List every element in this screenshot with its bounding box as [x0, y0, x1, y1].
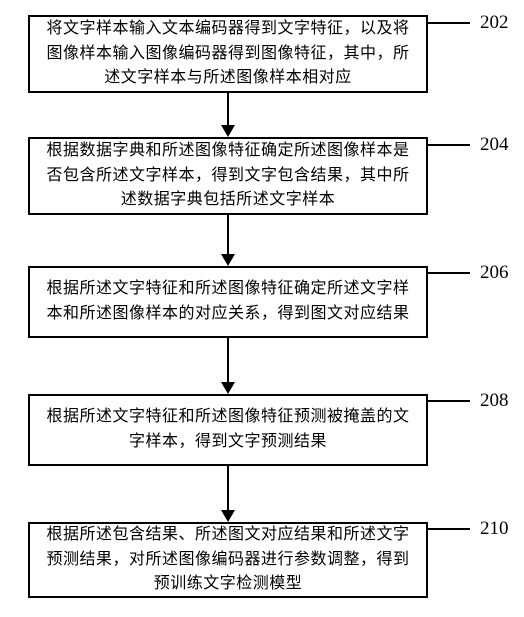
flow-node-text: 根据所述文字特征和所述图像特征预测被掩盖的文字样本，得到文字预测结果 — [44, 405, 412, 455]
flow-node-208: 根据所述文字特征和所述图像特征预测被掩盖的文字样本，得到文字预测结果 — [28, 394, 428, 466]
flow-node-202: 将文字样本输入文本编码器得到文字特征，以及将图像样本输入图像编码器得到图像特征，… — [28, 15, 428, 93]
step-label-206: 206 — [480, 262, 509, 284]
step-label-202: 202 — [480, 12, 509, 34]
step-label-210: 210 — [480, 518, 509, 540]
flow-node-210: 根据所述包含结果、所述图文对应结果和所述文字预测结果，对所述图像编码器进行参数调… — [28, 522, 428, 598]
leader-line-210 — [428, 528, 470, 530]
leader-line-206 — [428, 272, 470, 274]
step-label-204: 204 — [480, 134, 509, 156]
step-label-208: 208 — [480, 390, 509, 412]
flow-node-text: 根据所述文字特征和所述图像特征确定所述文字样本和所述图像样本的对应关系，得到图文… — [44, 277, 412, 327]
leader-line-202 — [428, 22, 470, 24]
flow-node-204: 根据数据字典和所述图像特征确定所述图像样本是否包含所述文字样本，得到文字包含结果… — [28, 137, 428, 215]
flow-node-text: 将文字样本输入文本编码器得到文字特征，以及将图像样本输入图像编码器得到图像特征，… — [44, 17, 412, 91]
flow-node-text: 根据数据字典和所述图像特征确定所述图像样本是否包含所述文字样本，得到文字包含结果… — [44, 139, 412, 213]
leader-line-204 — [428, 144, 470, 146]
flowchart-canvas: 将文字样本输入文本编码器得到文字特征，以及将图像样本输入图像编码器得到图像特征，… — [0, 0, 524, 617]
leader-line-208 — [428, 400, 470, 402]
flow-node-206: 根据所述文字特征和所述图像特征确定所述文字样本和所述图像样本的对应关系，得到图文… — [28, 266, 428, 338]
flow-node-text: 根据所述包含结果、所述图文对应结果和所述文字预测结果，对所述图像编码器进行参数调… — [44, 523, 412, 597]
